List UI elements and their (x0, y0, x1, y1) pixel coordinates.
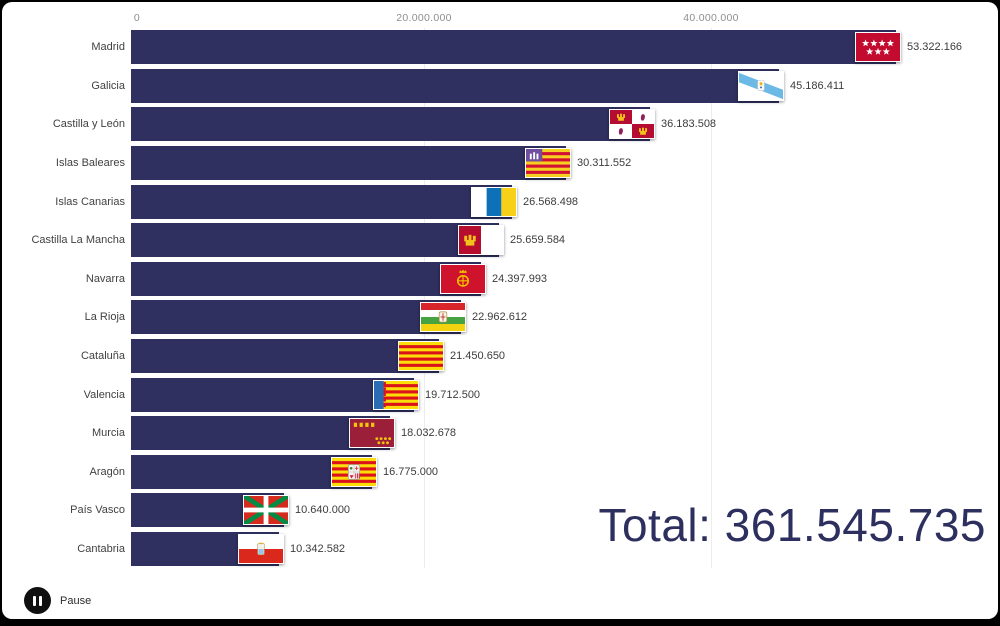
la-rioja-flag-icon (420, 302, 466, 333)
valencia-flag-icon (373, 379, 419, 410)
category-label: Castilla La Mancha (31, 234, 125, 247)
bar-row-madrid: Madrid 53.322.166 (2, 28, 998, 67)
castilla-y-leon-flag-icon (609, 109, 655, 140)
aragon-flag-icon (331, 456, 377, 487)
cantabria-flag-icon (238, 534, 284, 565)
bar-navarra (131, 261, 486, 296)
value-label: 45.186.411 (790, 79, 845, 92)
bar-row-aragon: Aragón 16.775.000 (2, 453, 998, 492)
murcia-flag-icon (349, 418, 395, 449)
value-label: 16.775.000 (383, 465, 439, 478)
gridline-20m (424, 28, 425, 568)
bar-islas-baleares (131, 146, 571, 181)
madrid-flag-icon (855, 32, 901, 63)
value-label: 25.659.584 (510, 234, 566, 247)
cataluna-flag-icon (398, 341, 444, 372)
category-label: Murcia (91, 427, 125, 440)
bar-row-pais-vasco: País Vasco 10.640.000 (2, 491, 998, 530)
bar-row-castilla-y-leon: Castilla y León 36.183.508 (2, 105, 998, 144)
islas-baleares-flag-icon (525, 148, 571, 179)
bar-row-valencia: Valencia 19.712.500 (2, 375, 998, 414)
category-label: Navarra (85, 272, 125, 285)
bar-row-cataluna: Cataluña 21.450.650 (2, 337, 998, 376)
navarra-flag-icon (440, 263, 486, 294)
x-axis-tick-20m: 20.000.000 (396, 12, 452, 24)
value-label: 10.640.000 (295, 504, 351, 517)
bar-row-islas-canarias: Islas Canarias 26.568.498 (2, 182, 998, 221)
pause-icon[interactable] (24, 587, 51, 614)
bar-castilla-la-mancha (131, 223, 504, 258)
bar-row-navarra: Navarra 24.397.993 (2, 260, 998, 299)
bar-rows: Madrid 53.322.166 Galicia (2, 28, 998, 568)
value-label: 30.311.552 (577, 157, 632, 170)
bar-row-la-rioja: La Rioja 22.962.612 (2, 298, 998, 337)
bar-cataluna (131, 339, 444, 374)
category-label: País Vasco (70, 504, 125, 517)
total-counter: Total: 361.545.735 (598, 499, 986, 551)
category-label: Madrid (91, 41, 125, 54)
bar-pais-vasco (131, 493, 289, 528)
bar-la-rioja (131, 300, 466, 335)
bar-row-murcia: Murcia 18.032.678 (2, 414, 998, 453)
value-label: 10.342.582 (290, 543, 346, 556)
category-label: Castilla y León (52, 118, 125, 131)
category-label: Valencia (83, 388, 125, 401)
bar-galicia (131, 68, 784, 103)
bar-row-galicia: Galicia 45.186.411 (2, 67, 998, 106)
category-label: Islas Baleares (55, 157, 125, 170)
bar-castilla-y-leon (131, 107, 655, 142)
bar-aragon (131, 454, 377, 489)
value-label: 53.322.166 (907, 41, 963, 54)
bar-row-islas-baleares: Islas Baleares 30.311.552 (2, 144, 998, 183)
bar-murcia (131, 416, 395, 451)
category-label: Cataluña (80, 350, 125, 363)
value-label: 21.450.650 (450, 350, 506, 363)
value-label: 26.568.498 (523, 195, 579, 208)
category-label: Islas Canarias (55, 195, 125, 208)
value-label: 19.712.500 (425, 388, 481, 401)
bar-row-cantabria: Cantabria 10.342.582 (2, 530, 998, 569)
value-label: 18.032.678 (401, 427, 457, 440)
bar-valencia (131, 377, 419, 412)
islas-canarias-flag-icon (471, 186, 517, 217)
galicia-flag-icon (738, 70, 784, 101)
category-label: Aragón (89, 465, 125, 478)
pais-vasco-flag-icon (243, 495, 289, 526)
bar-islas-canarias (131, 184, 517, 219)
bar-cantabria (131, 532, 284, 567)
x-axis-tick-0: 0 (133, 12, 141, 24)
category-label: La Rioja (84, 311, 125, 324)
category-label: Cantabria (77, 543, 125, 556)
pause-label: Pause (60, 594, 92, 607)
bar-row-castilla-la-mancha: Castilla La Mancha 25.659.584 (2, 221, 998, 260)
value-label: 24.397.993 (492, 272, 548, 285)
x-axis-tick-40m: 40.000.000 (683, 12, 739, 24)
pause-control[interactable]: Pause (24, 587, 91, 614)
value-label: 22.962.612 (472, 311, 528, 324)
category-label: Galicia (91, 79, 125, 92)
value-label: 36.183.508 (661, 118, 717, 131)
bar-madrid (131, 30, 901, 65)
castilla-la-mancha-flag-icon (458, 225, 504, 256)
gridline-40m (711, 28, 712, 568)
